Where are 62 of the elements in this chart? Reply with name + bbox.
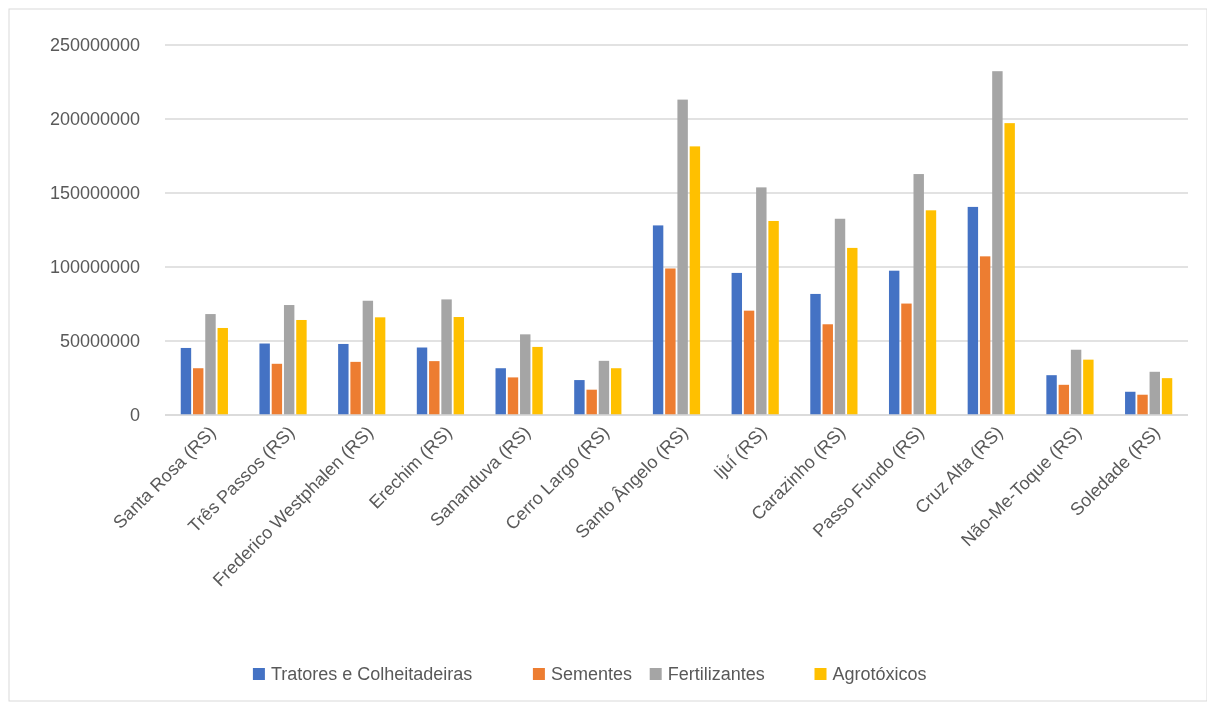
bar	[362, 300, 374, 415]
y-tick-label: 100000000	[49, 257, 140, 278]
bar	[586, 389, 597, 415]
bar	[756, 187, 767, 415]
bar	[1046, 375, 1057, 415]
bar	[610, 368, 622, 415]
y-tick-label: 250000000	[49, 35, 140, 56]
legend-label: Sementes	[550, 664, 632, 685]
bar	[416, 347, 428, 415]
bar	[350, 361, 361, 415]
bar	[810, 293, 821, 415]
bar	[1083, 359, 1094, 415]
bar	[205, 314, 216, 415]
bar	[888, 270, 900, 415]
bar	[677, 99, 688, 415]
bar	[338, 343, 349, 415]
bar	[180, 347, 192, 415]
bar	[374, 317, 386, 415]
bar	[913, 174, 924, 415]
legend-label: Tratores e Colheitadeiras	[270, 664, 473, 685]
bar	[1161, 378, 1173, 415]
bar	[507, 377, 519, 415]
bar	[574, 380, 585, 415]
bar	[652, 225, 664, 415]
bar	[822, 324, 833, 415]
bar	[217, 327, 228, 415]
bar	[429, 361, 440, 415]
bar	[992, 71, 1003, 415]
bar	[520, 334, 531, 415]
bar	[901, 303, 912, 415]
bar	[979, 256, 991, 415]
y-tick-label: 0	[129, 405, 140, 426]
bar	[283, 305, 295, 415]
bar	[1125, 391, 1136, 415]
legend-label: Fertilizantes	[667, 664, 765, 685]
bar	[296, 319, 307, 415]
bar	[1137, 394, 1148, 415]
bar	[453, 317, 465, 415]
bar	[598, 360, 610, 415]
bar	[847, 247, 858, 415]
bar	[441, 299, 452, 415]
y-tick-label: 200000000	[49, 109, 140, 130]
bar	[768, 220, 779, 415]
bar	[731, 272, 743, 415]
bar	[925, 210, 937, 415]
y-tick-label: 50000000	[59, 331, 140, 352]
y-tick-label: 150000000	[49, 183, 140, 204]
bar	[967, 206, 979, 415]
bar	[689, 146, 701, 415]
legend-label: Agrotóxicos	[832, 664, 927, 685]
bar	[271, 363, 283, 415]
bar	[834, 218, 846, 415]
bar	[665, 268, 676, 415]
bar	[193, 368, 204, 415]
bar	[259, 343, 270, 415]
bar	[1004, 123, 1015, 415]
bar	[495, 368, 506, 415]
bar	[743, 310, 755, 415]
bar	[1058, 384, 1070, 415]
bar	[1070, 349, 1082, 415]
bar	[532, 346, 543, 415]
bar	[1149, 371, 1160, 415]
